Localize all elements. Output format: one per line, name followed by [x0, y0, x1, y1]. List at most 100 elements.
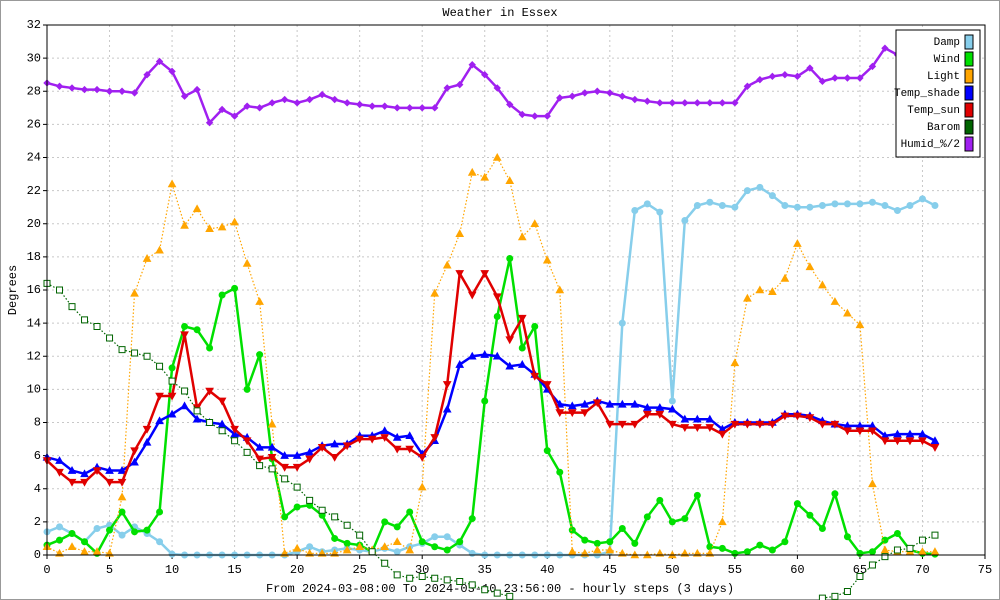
- data-point: [117, 478, 127, 487]
- x-tick-label: 25: [352, 563, 366, 577]
- data-point: [306, 496, 314, 504]
- data-point: [768, 287, 777, 295]
- data-point: [67, 466, 77, 474]
- data-point: [267, 453, 277, 462]
- data-point: [467, 167, 477, 176]
- data-point: [780, 412, 790, 421]
- data-point: [293, 483, 301, 491]
- data-point: [843, 427, 852, 436]
- data-point: [468, 61, 476, 69]
- data-point: [668, 99, 677, 107]
- data-point: [268, 465, 276, 473]
- data-point: [56, 536, 64, 544]
- data-point: [893, 207, 901, 214]
- data-point: [493, 84, 501, 92]
- data-point: [881, 202, 889, 209]
- data-point: [455, 270, 465, 278]
- x-tick-label: 75: [978, 563, 992, 577]
- legend-swatch: [964, 119, 974, 135]
- data-point: [280, 451, 289, 459]
- data-point: [230, 425, 239, 434]
- data-point: [331, 513, 339, 521]
- data-point: [405, 104, 414, 112]
- data-point: [330, 453, 340, 462]
- data-point: [517, 314, 527, 323]
- data-point: [456, 538, 464, 546]
- y-tick-label: 26: [27, 118, 41, 132]
- data-point: [168, 364, 176, 372]
- data-point: [631, 539, 639, 547]
- data-point: [130, 447, 139, 456]
- data-point: [793, 203, 801, 211]
- data-point: [631, 95, 639, 104]
- data-point: [730, 420, 740, 429]
- data-point: [555, 285, 565, 294]
- data-point: [206, 419, 214, 426]
- data-point: [106, 526, 114, 534]
- data-point: [168, 67, 176, 76]
- data-point: [392, 537, 402, 546]
- data-point: [268, 99, 276, 107]
- data-point: [56, 286, 64, 294]
- data-point: [542, 255, 552, 264]
- data-point: [781, 538, 789, 546]
- data-point: [731, 99, 739, 107]
- data-point: [631, 207, 639, 214]
- data-point: [556, 94, 564, 102]
- data-point: [555, 399, 565, 408]
- data-point: [105, 87, 114, 95]
- x-axis-label: From 2024-03-08:00 To 2024-03-10 23:56:0…: [266, 582, 734, 596]
- data-point: [280, 463, 289, 472]
- data-point: [531, 323, 539, 330]
- data-point: [805, 414, 815, 423]
- data-point: [818, 420, 827, 429]
- data-point: [392, 432, 402, 441]
- data-point: [492, 152, 502, 161]
- data-point: [868, 561, 876, 569]
- data-point: [567, 401, 577, 410]
- data-point: [781, 70, 789, 79]
- data-point: [68, 303, 76, 311]
- data-point: [793, 72, 802, 81]
- data-point: [668, 518, 676, 526]
- data-point: [656, 496, 664, 504]
- y-tick-label: 28: [27, 84, 41, 98]
- data-point: [306, 543, 314, 551]
- data-point: [656, 208, 664, 216]
- data-point: [806, 64, 814, 72]
- data-point: [217, 419, 227, 428]
- data-point: [93, 525, 101, 532]
- data-point: [918, 429, 927, 438]
- data-point: [518, 344, 526, 352]
- x-tick-label: 10: [165, 563, 179, 577]
- data-point: [756, 183, 764, 191]
- data-point: [855, 427, 865, 436]
- data-point: [506, 255, 514, 262]
- data-point: [481, 586, 489, 594]
- data-point: [293, 99, 301, 107]
- data-point: [580, 399, 590, 408]
- data-point: [168, 550, 176, 558]
- data-point: [255, 104, 264, 112]
- data-point: [868, 427, 877, 436]
- legend-swatch: [964, 68, 974, 84]
- data-point: [255, 455, 264, 464]
- data-point: [681, 515, 689, 522]
- data-point: [843, 587, 851, 595]
- data-point: [130, 288, 139, 297]
- legend-label: Damp: [934, 37, 960, 49]
- data-point: [355, 542, 365, 551]
- data-point: [743, 82, 752, 90]
- data-point: [605, 399, 615, 408]
- data-point: [180, 401, 189, 410]
- data-point: [468, 515, 476, 522]
- data-point: [730, 358, 740, 367]
- data-point: [231, 284, 239, 292]
- data-point: [317, 444, 327, 452]
- data-point: [681, 99, 689, 107]
- data-point: [893, 437, 902, 446]
- data-point: [330, 439, 340, 448]
- data-point: [718, 517, 727, 526]
- data-point: [667, 420, 677, 429]
- data-point: [256, 462, 264, 470]
